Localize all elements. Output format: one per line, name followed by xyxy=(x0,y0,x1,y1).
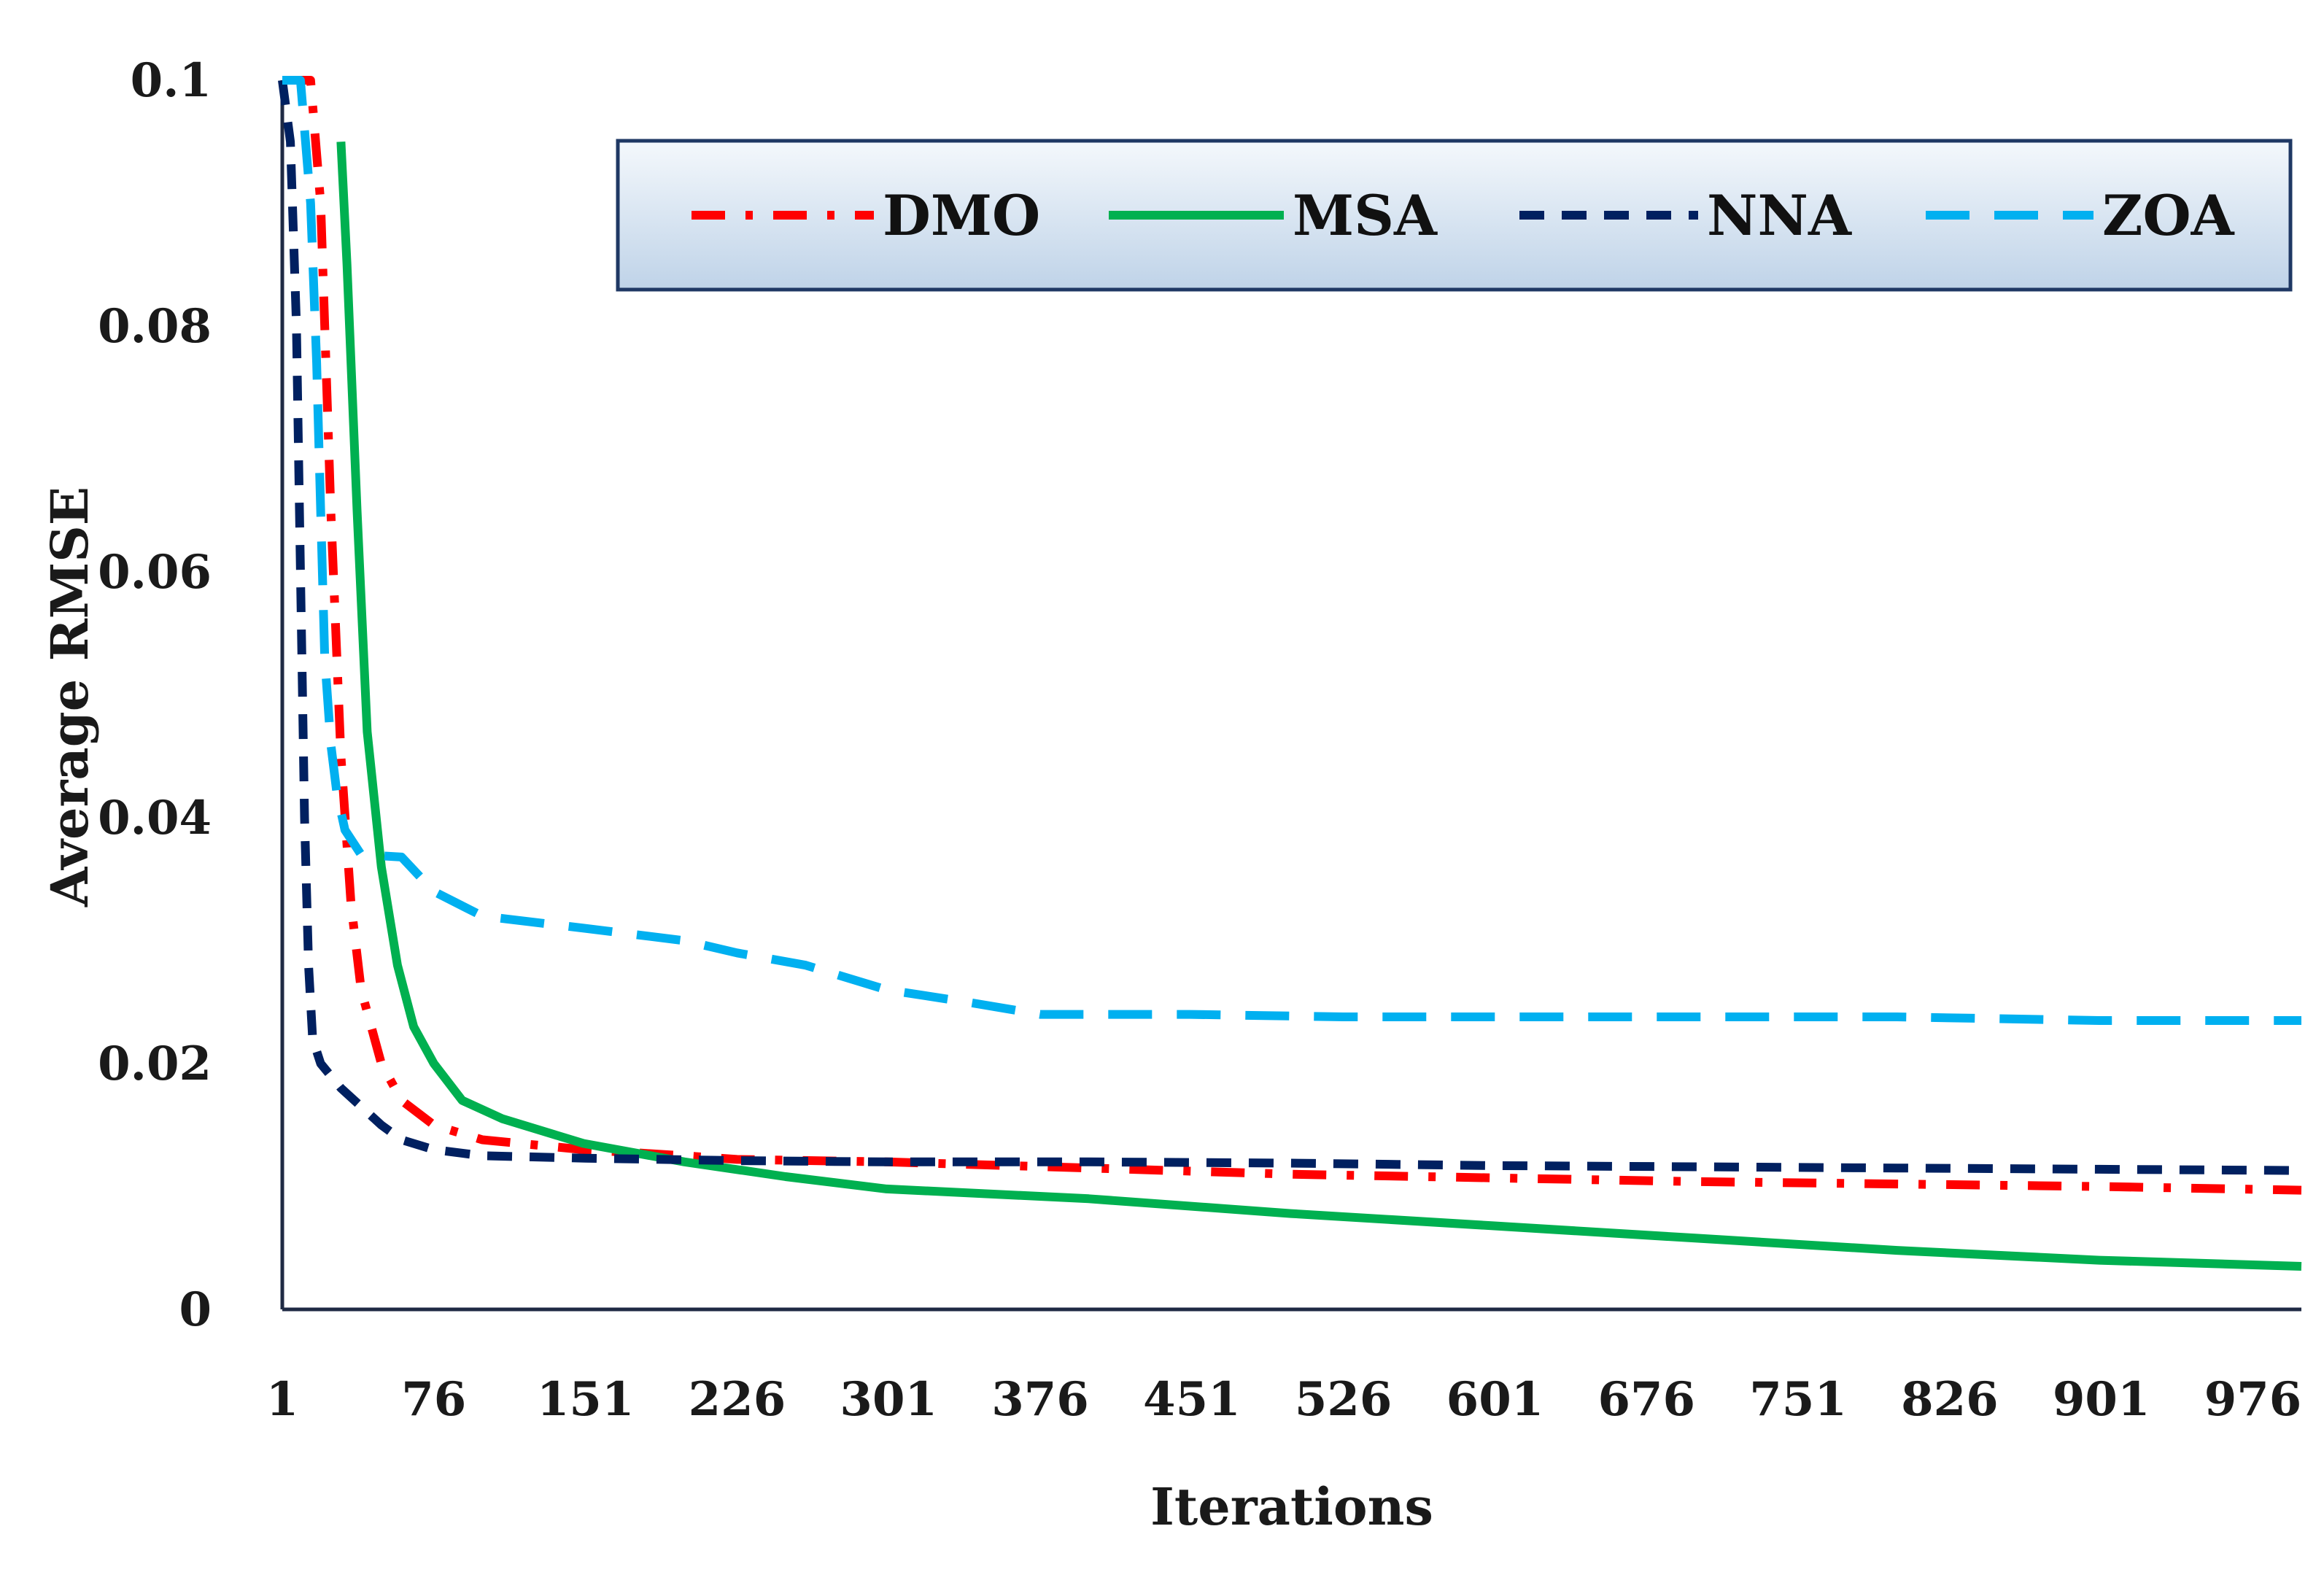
x-tick-label: 601 xyxy=(1446,1372,1544,1427)
x-tick-label: 151 xyxy=(537,1372,635,1427)
x-tick-label: 826 xyxy=(1901,1372,1999,1427)
y-tick-label: 0.1 xyxy=(131,53,212,108)
x-tick-label: 751 xyxy=(1749,1372,1847,1427)
x-tick-label: 901 xyxy=(2053,1372,2150,1427)
x-tick-label: 1 xyxy=(266,1372,299,1427)
x-tick-label: 526 xyxy=(1295,1372,1393,1427)
legend-label-dmo: DMO xyxy=(883,183,1040,248)
x-tick-label: 976 xyxy=(2204,1372,2302,1427)
y-tick-label: 0.04 xyxy=(98,791,212,845)
legend-label-nna: NNA xyxy=(1707,183,1852,248)
x-tick-label: 76 xyxy=(401,1372,466,1427)
series-line-dmo xyxy=(282,76,2302,1195)
y-tick-label: 0.06 xyxy=(98,545,212,600)
legend-label-zoa: ZOA xyxy=(2102,183,2235,248)
y-tick-label: 0.02 xyxy=(98,1037,212,1091)
series-line-zoa xyxy=(282,76,2301,1025)
legend-label-msa: MSA xyxy=(1293,183,1438,248)
x-axis-title: Iterations xyxy=(1150,1476,1433,1537)
x-tick-labels: 1 76 151 226 301 376 451 526 601 676 751 826 901 976 xyxy=(266,1372,2302,1427)
legend: DMO MSA NNA ZOA xyxy=(616,139,2293,292)
y-tick-label: 0.08 xyxy=(98,299,212,354)
series-lines xyxy=(278,76,2302,1271)
x-tick-label: 301 xyxy=(840,1372,937,1427)
series-line-nna xyxy=(278,80,2302,1175)
x-tick-label: 451 xyxy=(1143,1372,1241,1427)
series-line-msa xyxy=(336,142,2302,1271)
x-tick-label: 226 xyxy=(689,1372,786,1427)
y-tick-label: 0 xyxy=(179,1282,212,1337)
x-tick-label: 676 xyxy=(1597,1372,1695,1427)
y-tick-labels: 0 0.02 0.04 0.06 0.08 0.1 xyxy=(98,53,212,1337)
x-tick-label: 376 xyxy=(991,1372,1089,1427)
y-axis-title: Average RMSE xyxy=(39,487,100,907)
axes xyxy=(280,80,2301,1312)
